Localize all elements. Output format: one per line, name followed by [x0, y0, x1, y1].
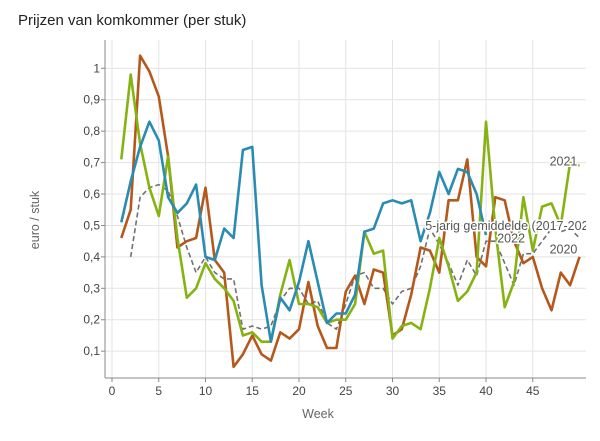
y-tick-label: 0,9: [83, 93, 100, 107]
x-tick-label: 15: [246, 384, 260, 398]
series-label: 2022: [497, 232, 525, 246]
x-tick-label: 5: [155, 384, 162, 398]
x-tick-label: 25: [339, 384, 353, 398]
y-tick-label: 0,1: [83, 344, 100, 358]
series-label: 5-jarig gemiddelde (2017-2021): [425, 219, 599, 233]
y-tick-label: 0,2: [83, 313, 100, 327]
y-tick-label: 0,7: [83, 156, 100, 170]
series-line-2020: [120, 54, 581, 369]
x-tick-label: 35: [433, 384, 447, 398]
y-tick-label: 0,4: [83, 250, 100, 264]
x-tick-label: 45: [526, 384, 540, 398]
y-tick-label: 1: [93, 61, 100, 75]
axes: 0,10,20,30,40,50,60,70,80,910 5 10 15 20 25 30…: [83, 40, 586, 398]
x-tick-label: 40: [479, 384, 493, 398]
series-line-2022: [120, 120, 488, 344]
series-lines: [120, 54, 581, 369]
x-axis-label: Week: [302, 407, 334, 421]
grid: [105, 40, 586, 378]
y-tick-label: 0,3: [83, 281, 100, 295]
x-tick-label: 0: [109, 384, 116, 398]
series-label: 2021: [550, 155, 578, 169]
series-labels: 5-jarig gemiddelde (2017-2021) 2020 2021 20…: [424, 153, 599, 258]
y-axis-label: euro / stuk: [28, 190, 42, 249]
x-tick-label: 30: [386, 384, 400, 398]
x-tick-label: 20: [292, 384, 306, 398]
chart-title: Prijzen van komkommer (per stuk): [18, 12, 247, 29]
y-tick-label: 0,6: [83, 187, 100, 201]
y-tick-label: 0,8: [83, 124, 100, 138]
series-line-2021: [120, 73, 580, 344]
x-tick-label: 10: [199, 384, 213, 398]
y-tick-label: 0,5: [83, 218, 100, 232]
series-label: 2020: [550, 243, 578, 257]
